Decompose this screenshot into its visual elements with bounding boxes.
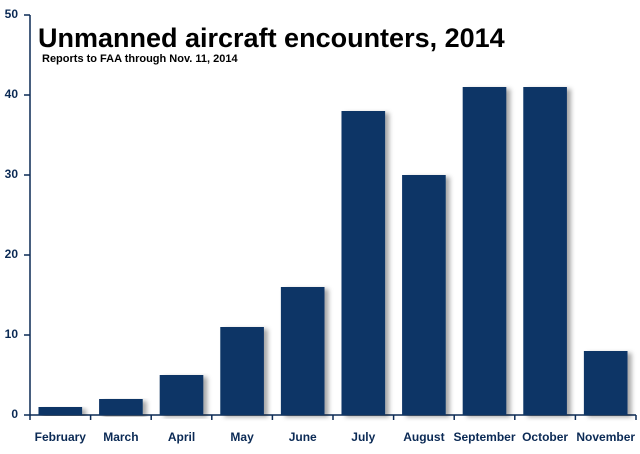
y-tick-label: 0 bbox=[11, 407, 18, 421]
y-tick-label: 40 bbox=[5, 87, 19, 101]
x-tick-label: August bbox=[403, 430, 444, 444]
bar bbox=[523, 87, 567, 415]
bar bbox=[159, 375, 204, 415]
x-tick-label: November bbox=[576, 430, 635, 444]
bar bbox=[583, 351, 628, 415]
chart-title: Unmanned aircraft encounters, 2014 bbox=[38, 23, 505, 53]
chart-subtitle: Reports to FAA through Nov. 11, 2014 bbox=[42, 53, 238, 65]
x-tick-label: June bbox=[289, 430, 317, 444]
bar bbox=[280, 287, 325, 415]
x-tick-label: May bbox=[230, 430, 254, 444]
x-tick-label: September bbox=[453, 430, 515, 444]
bar bbox=[220, 327, 264, 415]
x-tick-label: March bbox=[103, 430, 138, 444]
x-tick-label: October bbox=[522, 430, 568, 444]
bar bbox=[462, 87, 507, 415]
y-tick-label: 50 bbox=[5, 7, 19, 21]
y-tick-label: 20 bbox=[5, 247, 19, 261]
y-tick-label: 30 bbox=[5, 167, 19, 181]
y-tick-label: 10 bbox=[5, 327, 19, 341]
bar bbox=[38, 407, 83, 415]
bar bbox=[402, 175, 446, 415]
x-tick-label: July bbox=[351, 430, 375, 444]
x-tick-label: February bbox=[35, 430, 87, 444]
bar bbox=[99, 399, 143, 415]
bar bbox=[341, 111, 386, 415]
x-tick-label: April bbox=[168, 430, 195, 444]
